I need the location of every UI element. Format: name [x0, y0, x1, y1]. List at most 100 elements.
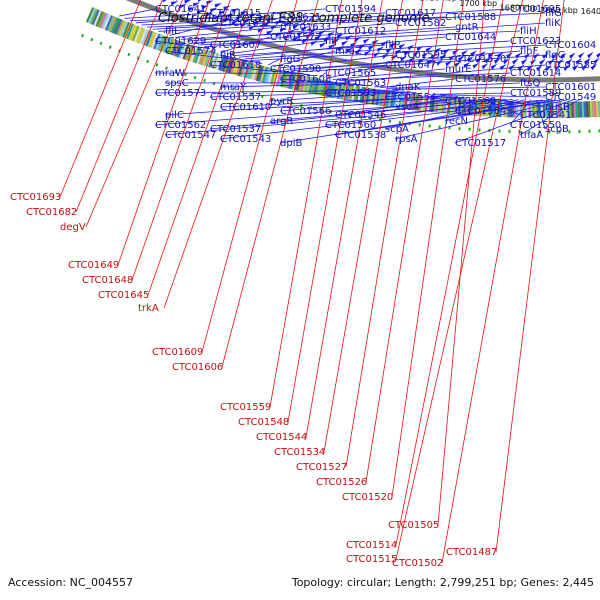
forward-gene-label: fliJ — [325, 36, 337, 47]
gene-bar — [431, 96, 436, 113]
forward-leader-line — [118, 8, 156, 17]
gene-bar — [437, 96, 442, 113]
forward-gene-label: CTC01573 — [155, 88, 206, 99]
reverse-leader-line — [163, 0, 273, 309]
forward-leader-line — [392, 86, 546, 90]
gene-bar — [137, 27, 147, 44]
gene-bar — [226, 56, 234, 74]
forward-gene-label: CTC01574 — [165, 46, 216, 57]
gene-bar — [131, 25, 141, 42]
forward-gene-label: CTC01629 — [155, 36, 206, 47]
gene-bar — [262, 66, 269, 83]
gene-bar — [264, 67, 271, 84]
reverse-leader-line — [147, 0, 252, 296]
gene-bar — [408, 93, 414, 110]
forward-leader-line — [124, 12, 211, 19]
gene-bar — [308, 77, 315, 94]
forward-arrow — [572, 64, 579, 71]
forward-gene-label: CTC01560 — [325, 120, 376, 131]
forward-arrow — [466, 56, 474, 63]
gene-bar — [260, 66, 267, 83]
forward-arrow — [391, 54, 399, 61]
gene-bar — [367, 88, 373, 105]
forward-arrow — [400, 55, 408, 62]
forward-gene-label: dnaK — [395, 82, 421, 93]
forward-gene-label: CTC01564 — [455, 106, 506, 117]
forward-leader-line — [269, 91, 411, 102]
forward-arrow — [184, 0, 191, 4]
forward-leader-line — [326, 64, 386, 79]
forward-gene-label: CTC01569 — [445, 96, 496, 107]
forward-arrow — [176, 0, 178, 1]
forward-arrow — [279, 27, 287, 33]
reverse-leader-line — [395, 0, 504, 546]
forward-gene-label: CTC01585 — [545, 60, 596, 71]
forward-gene-label: CTC01647 — [385, 60, 436, 71]
forward-leader-line — [273, 50, 336, 67]
gene-bar — [353, 85, 359, 102]
forward-arrow — [421, 52, 429, 59]
gene-bar — [224, 56, 232, 73]
kbp-tick-label: 1680 kbp — [500, 3, 538, 12]
forward-leader-line — [338, 72, 511, 82]
forward-leader-line — [169, 22, 221, 36]
reverse-gene-label: CTC01544 — [256, 432, 307, 443]
forward-arrow — [587, 51, 594, 59]
forward-gene-label: scpB — [545, 124, 569, 135]
gene-bar — [228, 57, 236, 74]
gene-bar — [410, 93, 416, 111]
forward-gene-label: CTC01577 — [270, 32, 321, 43]
gene-bar — [245, 62, 254, 79]
forward-arrow — [398, 43, 406, 50]
gene-bar — [476, 99, 481, 116]
forward-leader-line — [320, 72, 326, 78]
forward-arrow — [284, 22, 292, 28]
forward-gene-label: nusB — [545, 102, 570, 113]
forward-gene-label: CTC01576 — [455, 74, 506, 85]
forward-arrow — [439, 54, 447, 61]
reverse-leader-line — [201, 0, 298, 353]
reverse-gene-label: CTC01502 — [392, 558, 443, 569]
forward-gene-label: CTC01604 — [545, 40, 596, 51]
forward-leader-line — [440, 94, 546, 98]
gene-bar — [89, 8, 99, 25]
reverse-leader-line — [59, 0, 142, 198]
forward-gene-label: fliL — [165, 26, 180, 37]
gene-bar — [595, 100, 600, 117]
forward-leader-line — [334, 82, 369, 87]
forward-arrow — [341, 40, 349, 46]
gene-bar — [108, 16, 118, 33]
forward-gene-label: CTC01601 — [545, 82, 596, 93]
gene-bar — [126, 23, 135, 40]
reverse-gene-label: CTC01534 — [274, 447, 325, 458]
forward-arrow — [578, 52, 585, 59]
forward-arrow — [530, 58, 537, 66]
forward-arrow — [319, 42, 327, 48]
forward-leader-line — [158, 12, 546, 32]
forward-leader-line — [454, 97, 477, 112]
gene-bar — [157, 34, 166, 52]
gene-bar — [155, 34, 164, 51]
forward-leader-line — [209, 64, 310, 76]
reverse-leader-line — [221, 0, 319, 368]
gene-bar — [326, 80, 333, 98]
gene-bar — [298, 75, 305, 92]
gene-bar — [340, 83, 347, 100]
forward-gene-label: fliG — [545, 8, 562, 19]
reverse-gene-label: CTC01526 — [316, 477, 367, 488]
gene-bar — [294, 74, 301, 91]
forward-arrow — [481, 63, 489, 70]
reverse-gene-labels: CTC01693 CTC01682 degV CTC01649 CTC01648 CTC0… — [10, 192, 497, 569]
forward-leader-line — [154, 89, 399, 94]
forward-leader-line — [154, 98, 495, 126]
forward-leader-line — [219, 83, 357, 88]
forward-leader-line — [209, 44, 216, 51]
forward-gene-label: dpiB — [280, 138, 302, 149]
forward-gene-label: tnaA — [520, 130, 543, 141]
forward-arrow — [409, 56, 417, 63]
reverse-gene-label: CTC01505 — [388, 520, 439, 531]
gene-bar — [139, 28, 149, 45]
gene-bar — [85, 7, 95, 23]
reverse-gene-label: CTC01520 — [342, 492, 393, 503]
forward-gene-label: CTC01621 — [270, 12, 321, 23]
